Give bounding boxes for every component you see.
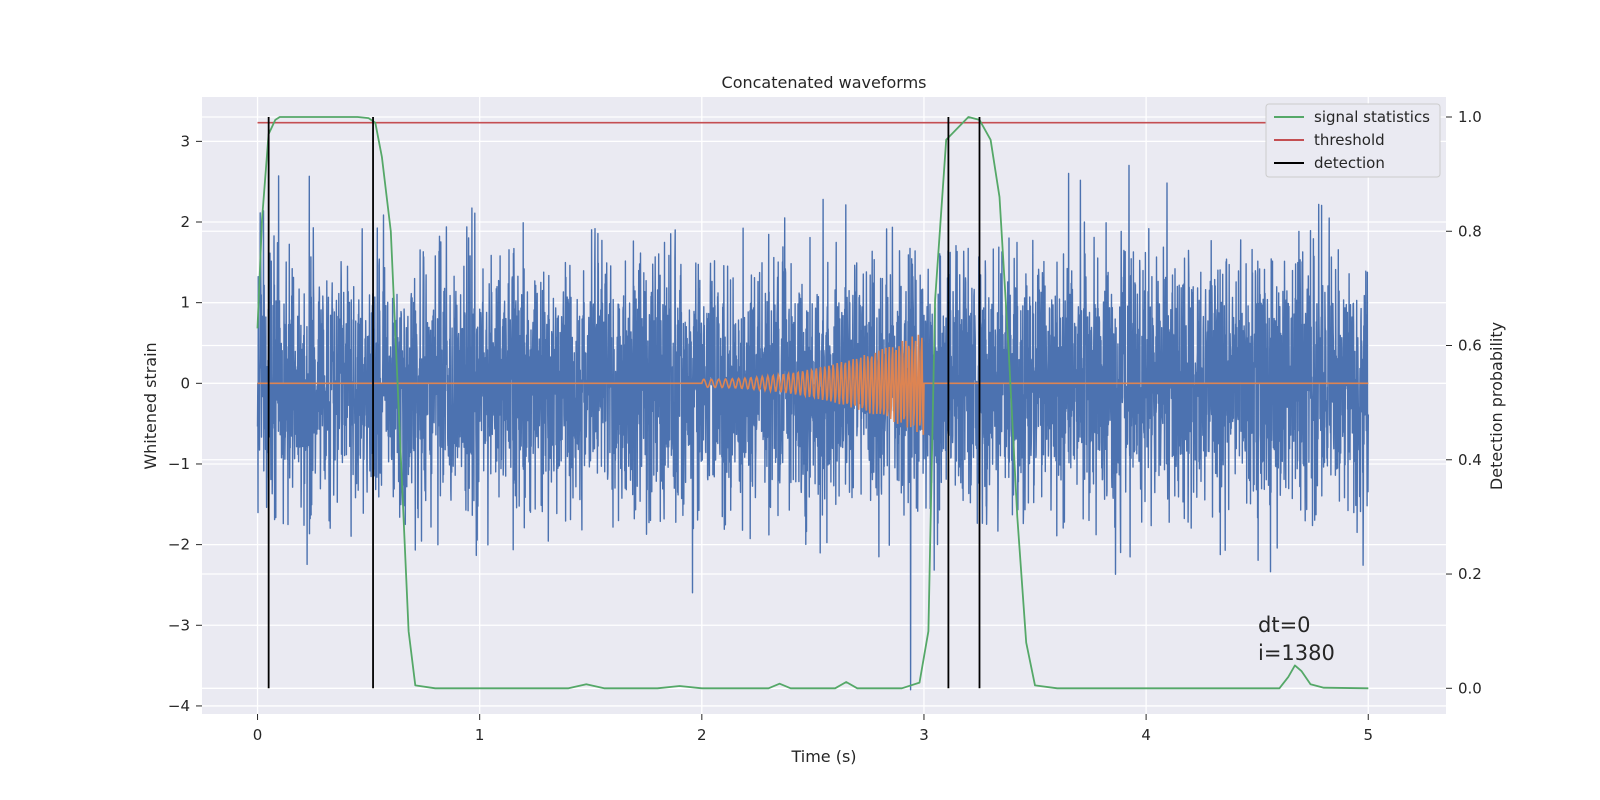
series-signal-statistics [256, 116, 1369, 690]
annotation-dt: dt=0 [1258, 613, 1311, 637]
series-chirp-waveform [257, 334, 1369, 435]
legend-label-detection: detection [1314, 154, 1385, 172]
y-axis-label-right: Detection probability [1487, 322, 1506, 490]
y-right-tick-label: 1.0 [1458, 108, 1482, 126]
x-tick-label: 2 [697, 726, 707, 744]
x-tick-label: 5 [1363, 726, 1373, 744]
x-tick-label: 0 [253, 726, 263, 744]
y-left-tick-label: 1 [180, 294, 190, 312]
y-right-tick-label: 0.8 [1458, 222, 1482, 240]
y-right-tick-label: 0.4 [1458, 451, 1482, 469]
legend-label-threshold: threshold [1314, 131, 1385, 149]
series-whitened-strain-noise [256, 164, 1369, 691]
y-axis-label-left: Whitened strain [141, 342, 160, 469]
legend-label-signal-statistics: signal statistics [1314, 108, 1430, 126]
y-left-tick-label: −2 [168, 536, 190, 554]
x-axis-label: Time (s) [790, 747, 856, 766]
y-left-tick-label: −4 [168, 697, 190, 715]
ticks: 0 1 2 3 4 5 −4 −3 −2 −1 0 1 2 3 0.0 0.2 0.4 0.6 0.8 1.0 [168, 108, 1482, 744]
y-right-tick-label: 0.6 [1458, 337, 1482, 355]
x-tick-label: 4 [1141, 726, 1151, 744]
y-right-tick-label: 0.2 [1458, 565, 1482, 583]
y-right-tick-label: 0.0 [1458, 679, 1482, 697]
legend: signal statistics threshold detection [1265, 103, 1441, 178]
annotation-i: i=1380 [1258, 641, 1335, 665]
y-left-tick-label: 3 [180, 132, 190, 150]
legend-box [1265, 103, 1441, 178]
y-left-tick-label: −3 [168, 616, 190, 634]
x-tick-label: 1 [475, 726, 485, 744]
chart-title: Concatenated waveforms [722, 73, 927, 92]
y-left-tick-label: 2 [180, 213, 190, 231]
chart-marks [256, 116, 1369, 691]
y-left-tick-label: 0 [180, 374, 190, 392]
x-tick-label: 3 [919, 726, 929, 744]
y-left-tick-label: −1 [168, 455, 190, 473]
